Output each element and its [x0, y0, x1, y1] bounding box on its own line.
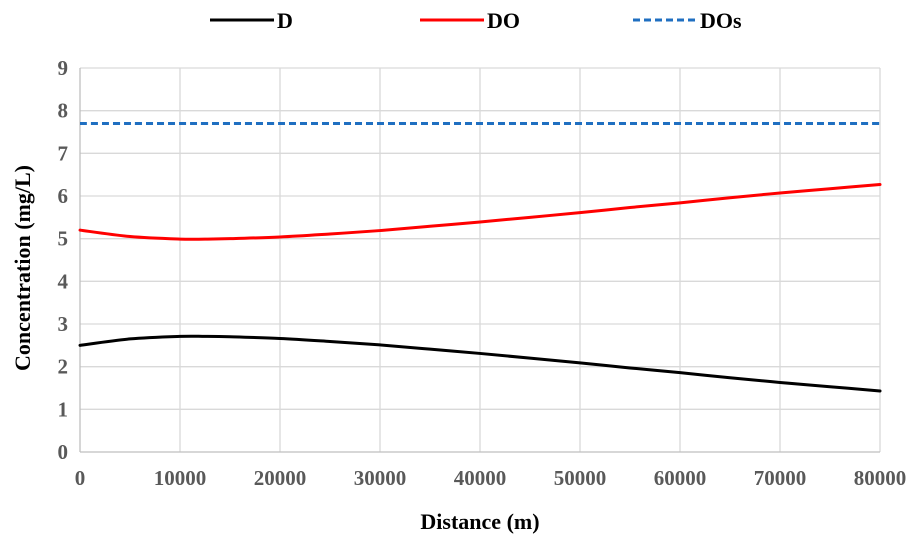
x-tick-label: 40000 — [454, 466, 507, 490]
x-tick-label: 30000 — [354, 466, 407, 490]
legend-label-do: DO — [487, 8, 520, 33]
x-tick-label: 50000 — [554, 466, 607, 490]
y-tick-label: 0 — [58, 440, 69, 464]
x-tick-label: 20000 — [254, 466, 307, 490]
y-tick-label: 7 — [58, 141, 69, 165]
y-axis-title: Concentration (mg/L) — [10, 165, 35, 371]
x-axis-title: Distance (m) — [420, 509, 539, 534]
y-tick-label: 6 — [58, 184, 69, 208]
y-tick-label: 9 — [58, 56, 69, 80]
x-tick-label: 0 — [75, 466, 86, 490]
series-line-d — [78, 334, 882, 393]
legend-label-d: D — [277, 8, 293, 33]
x-tick-label: 70000 — [754, 466, 807, 490]
gridlines — [80, 67, 881, 452]
legend: D DO DOs — [210, 8, 742, 33]
x-tick-label: 60000 — [654, 466, 707, 490]
y-tick-label: 1 — [58, 397, 69, 421]
y-tick-label: 2 — [58, 355, 69, 379]
series-line-do — [78, 182, 882, 241]
tick-labels: 0 10000 20000 30000 40000 50000 60000 70000 8000… — [58, 56, 907, 490]
series-lines — [78, 121, 882, 393]
y-tick-label: 3 — [58, 312, 69, 336]
y-tick-label: 5 — [58, 227, 69, 251]
x-tick-label: 80000 — [854, 466, 907, 490]
y-tick-label: 4 — [58, 269, 69, 293]
axes — [79, 68, 880, 453]
y-tick-label: 8 — [58, 99, 69, 123]
x-tick-label: 10000 — [154, 466, 207, 490]
legend-label-dos: DOs — [700, 8, 742, 33]
